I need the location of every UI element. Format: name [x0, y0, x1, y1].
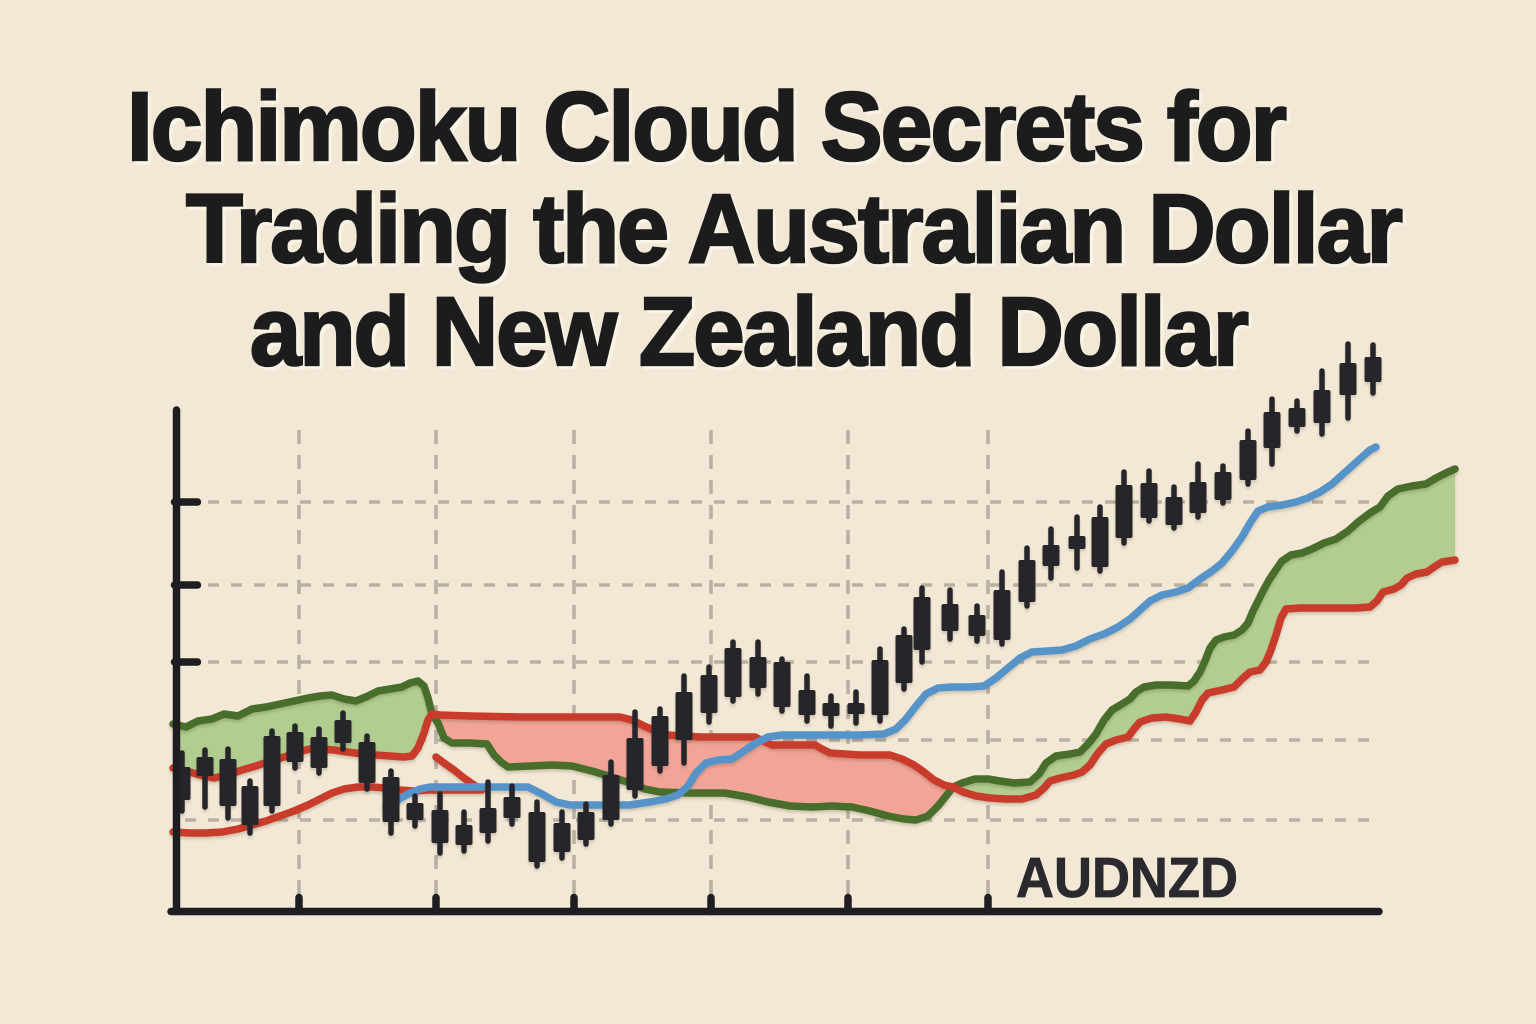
green-cloud-bullish: [953, 469, 1455, 799]
title-line-2: Trading the Australian Dollar: [186, 174, 1402, 283]
candle-body: [431, 810, 449, 843]
candle-body: [1263, 412, 1281, 448]
candle-body: [528, 812, 546, 862]
candle-body: [724, 648, 742, 697]
candle-body: [1115, 485, 1133, 538]
candle-body: [310, 737, 328, 768]
candle-body: [286, 732, 304, 762]
title-line-3: and New Zealand Dollar: [250, 277, 1248, 386]
candlestick-series: [173, 341, 1382, 869]
candle-body: [1364, 357, 1382, 382]
candle-body: [895, 635, 913, 683]
senkou-span-b-red: [169, 556, 1459, 803]
candle-body: [1140, 483, 1158, 518]
candle-body: [1165, 497, 1183, 525]
candle-body: [503, 797, 521, 818]
candle-body: [241, 786, 259, 825]
candle-body: [1214, 472, 1232, 500]
candle-body: [1068, 536, 1086, 549]
candle-body: [626, 738, 644, 790]
candle-body: [577, 812, 595, 840]
candle-body: [602, 775, 620, 820]
candle-body: [382, 777, 400, 822]
candle-body: [993, 590, 1011, 640]
red-cloud-bearish: [432, 714, 953, 820]
candle-body: [651, 716, 669, 766]
title-line-1: Ichimoku Cloud Secrets for: [127, 72, 1286, 181]
candle-body: [1313, 390, 1331, 423]
senkou-span-a-green: [169, 465, 1459, 824]
candle-body: [749, 657, 767, 688]
candle-body: [1339, 363, 1357, 395]
candle-body: [1189, 482, 1207, 513]
candle-body: [406, 803, 424, 820]
candle-body: [1018, 560, 1036, 602]
candle-body: [871, 660, 889, 715]
candle-body: [700, 675, 718, 713]
candle-body: [1042, 545, 1060, 566]
candle-body: [334, 720, 352, 743]
candle-body: [1288, 408, 1306, 427]
candle-body: [913, 597, 931, 650]
candle-body: [822, 703, 840, 716]
symbol-watermark: AUDNZD: [1016, 846, 1238, 910]
candle-body: [968, 615, 986, 636]
chart-axes: [167, 406, 1383, 916]
candle-body: [1239, 440, 1257, 480]
candle-body: [847, 703, 865, 714]
candle-body: [219, 759, 237, 806]
candle-body: [196, 757, 214, 776]
candle-body: [479, 808, 497, 833]
candle-body: [675, 692, 693, 740]
page-title: Ichimoku Cloud Secrets for Trading the A…: [126, 71, 1406, 388]
candle-body: [358, 742, 376, 783]
candle-body: [1091, 517, 1109, 567]
candle-body: [455, 825, 473, 845]
candle-body: [798, 690, 816, 715]
candle-body: [553, 823, 571, 852]
candle-body: [773, 662, 791, 707]
candle-body: [941, 604, 959, 631]
candle-body: [263, 736, 281, 806]
